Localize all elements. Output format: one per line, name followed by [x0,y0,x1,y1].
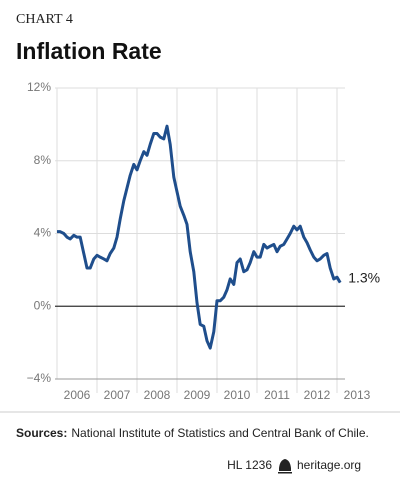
y-tick-label: 0% [34,298,52,312]
site: heritage.org [297,458,361,472]
chart-title: Inflation Rate [16,38,162,64]
y-tick-label: 12% [27,80,51,94]
chart-label: CHART 4 [16,12,73,27]
x-tick-label: 2012 [304,388,331,402]
line-series [57,124,342,350]
report-id: HL 1236 [227,458,272,472]
y-tick-label: −4% [27,371,52,385]
x-tick-label: 2009 [184,388,211,402]
x-tick-label: 2008 [144,388,171,402]
source-label: Sources: [16,426,67,440]
y-tick-label: 8% [34,153,52,167]
source: Sources: National Institute of Statistics… [16,426,369,440]
source-text: National Institute of Statistics and Cen… [71,426,369,440]
x-tick-label: 2011 [264,388,290,402]
bell-icon [278,459,292,474]
value-label: 1.3% [348,269,380,285]
x-tick-label: 2013 [344,388,371,402]
x-tick-label: 2010 [224,388,251,402]
y-tick-label: 4% [34,226,52,240]
x-tick-label: 2006 [64,388,91,402]
x-tick-label: 2007 [104,388,131,402]
